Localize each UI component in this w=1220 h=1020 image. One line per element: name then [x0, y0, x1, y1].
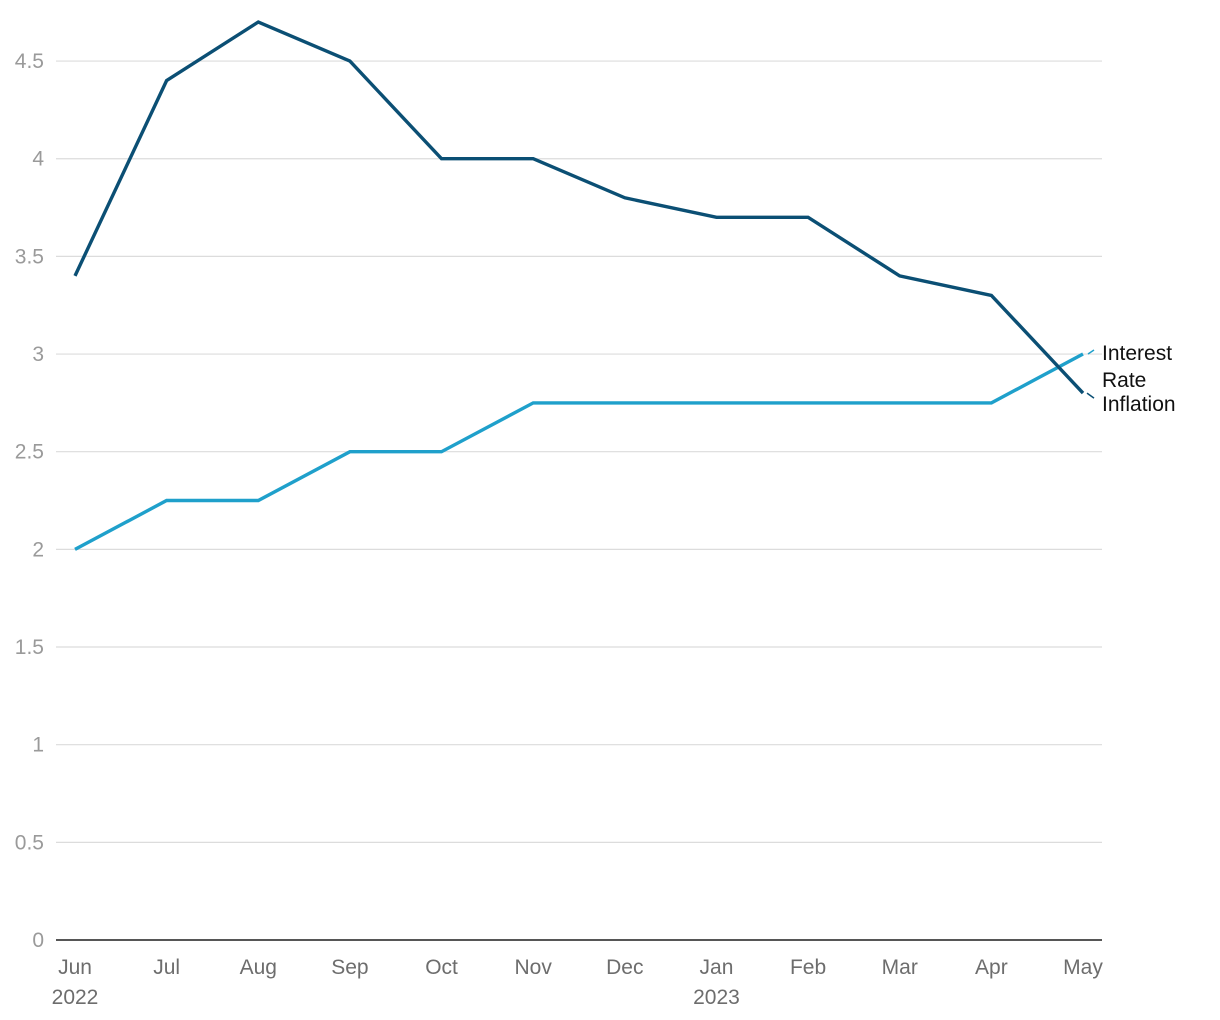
x-tick-label: Jun	[58, 956, 92, 979]
label-leader-interest-rate	[1087, 349, 1095, 355]
series-line-inflation	[73, 20, 1085, 395]
y-tick-label: 0.5	[15, 831, 44, 854]
y-tick-label: 1.5	[15, 636, 44, 659]
gridlines	[56, 60, 1102, 843]
y-tick-label: 3	[32, 343, 44, 366]
x-tick-label: Jan	[700, 956, 734, 979]
x-tick-label: Sep	[331, 956, 368, 979]
y-tick-label: 2	[32, 538, 44, 561]
series-line-interest-rate	[74, 352, 1084, 551]
y-tick-label: 4	[32, 148, 44, 171]
series-label-interest-rate: Interest Rate	[1102, 342, 1172, 392]
y-tick-label: 3.5	[15, 245, 44, 268]
y-tick-label: 2.5	[15, 441, 44, 464]
y-axis-ticks: 0 0.5 1 1.5 2 2.5 3 3.5 4 4.5	[15, 50, 45, 952]
x-tick-label: Apr	[975, 956, 1008, 979]
x-tick-label: May	[1063, 956, 1103, 979]
x-tick-label: Aug	[240, 956, 277, 979]
x-tick-year-label: 2022	[52, 986, 99, 1009]
x-tick-label: Nov	[515, 956, 553, 979]
series-label-inflation: Inflation	[1102, 393, 1176, 416]
x-tick-label: Dec	[606, 956, 643, 979]
x-tick-label: Mar	[882, 956, 918, 979]
x-tick-label: Jul	[153, 956, 180, 979]
x-tick-year-label: 2023	[693, 986, 740, 1009]
y-tick-label: 0	[32, 929, 44, 952]
x-axis-ticks: Jun 2022 Jul Aug Sep Oct Nov Dec Jan 2023 Feb Mar Ap…	[52, 956, 1104, 1009]
x-tick-label: Feb	[790, 956, 826, 979]
label-leader-inflation	[1086, 392, 1095, 399]
x-tick-label: Oct	[425, 956, 458, 979]
y-tick-label: 1	[32, 734, 44, 757]
y-tick-label: 4.5	[15, 50, 44, 73]
series-lines	[73, 20, 1085, 551]
